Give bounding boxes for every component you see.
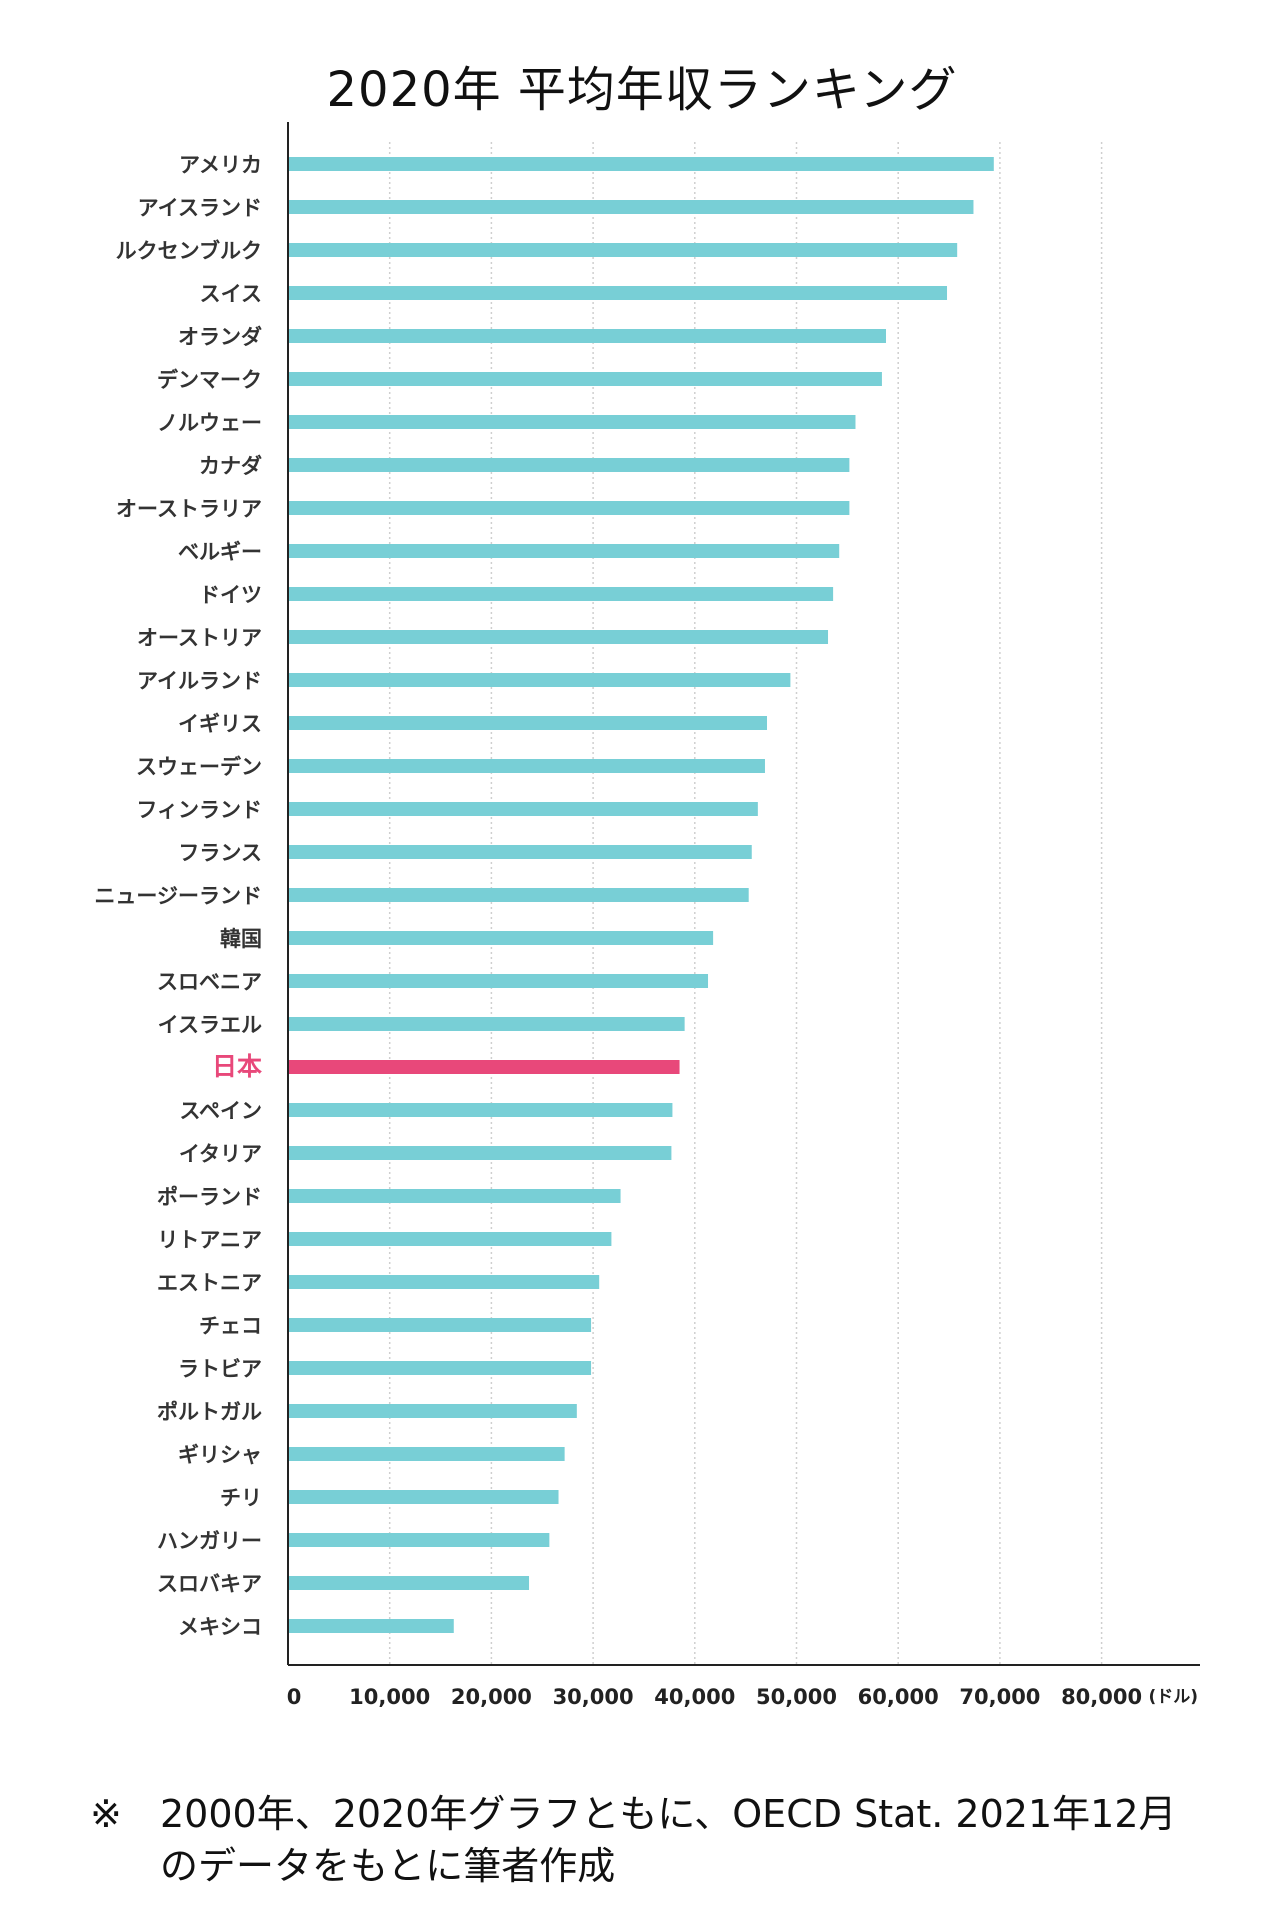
grid-lines <box>388 142 1103 1665</box>
bar-31 <box>288 1490 559 1504</box>
category-label-24: ポーランド <box>157 1185 262 1209</box>
bar-15 <box>288 802 758 816</box>
bar-3 <box>288 286 948 300</box>
x-tick-label-8: 80,000 <box>1061 1685 1142 1709</box>
bar-6 <box>288 415 856 429</box>
x-tick-label-3: 30,000 <box>553 1685 634 1709</box>
bars <box>288 157 994 1633</box>
category-label-3: スイス <box>200 282 262 306</box>
category-label-4: オランダ <box>178 325 262 349</box>
category-label-5: デンマーク <box>157 368 262 392</box>
bar-14 <box>288 759 765 773</box>
category-label-0: アメリカ <box>179 153 262 177</box>
bar-32 <box>288 1533 550 1547</box>
bar-16 <box>288 845 752 859</box>
category-label-27: チェコ <box>199 1314 262 1338</box>
bar-11 <box>288 630 829 644</box>
bar-24 <box>288 1189 621 1203</box>
bar-7 <box>288 458 850 472</box>
bar-10 <box>288 587 834 601</box>
chart-title: 2020年 平均年収ランキング <box>326 62 958 118</box>
bar-19 <box>288 974 709 988</box>
category-label-8: オーストラリア <box>116 497 262 521</box>
category-label-28: ラトビア <box>178 1357 262 1381</box>
bar-27 <box>288 1318 592 1332</box>
axes <box>287 122 1200 1666</box>
category-label-34: メキシコ <box>178 1615 262 1639</box>
category-label-19: スロベニア <box>157 970 262 994</box>
category-label-13: イギリス <box>178 712 262 736</box>
bar-chart: アメリカアイスランドルクセンブルクスイスオランダデンマークノルウェーカナダオース… <box>94 122 1200 1709</box>
category-label-15: フィンランド <box>136 798 262 822</box>
x-axis-unit-label: (ドル) <box>1148 1687 1198 1707</box>
category-label-20: イスラエル <box>158 1013 262 1037</box>
bar-34 <box>288 1619 454 1633</box>
bar-25 <box>288 1232 612 1246</box>
category-label-29: ポルトガル <box>157 1400 262 1424</box>
bar-20 <box>288 1017 685 1031</box>
bar-18 <box>288 931 714 945</box>
category-label-11: オーストリア <box>137 626 262 650</box>
category-label-26: エストニア <box>157 1271 262 1295</box>
category-label-7: カナダ <box>199 454 262 478</box>
x-tick-label-7: 70,000 <box>959 1685 1040 1709</box>
bar-33 <box>288 1576 530 1590</box>
x-tick-label-0: 0 <box>287 1685 302 1709</box>
category-label-10: ドイツ <box>199 583 262 607</box>
category-label-2: ルクセンブルク <box>116 239 262 263</box>
category-label-6: ノルウェー <box>157 411 262 435</box>
category-label-31: チリ <box>220 1486 262 1510</box>
footnote-text: 2000年、2020年グラフともに、OECD Stat. 2021年12月のデー… <box>160 1792 1177 1888</box>
bar-2 <box>288 243 958 257</box>
bar-4 <box>288 329 886 343</box>
category-label-22: スペイン <box>179 1099 262 1123</box>
bar-0 <box>288 157 994 171</box>
bar-9 <box>288 544 840 558</box>
category-label-12: アイルランド <box>137 669 262 693</box>
bar-26 <box>288 1275 600 1289</box>
bar-23 <box>288 1146 672 1160</box>
category-label-23: イタリア <box>179 1142 262 1166</box>
category-label-18: 韓国 <box>220 927 262 951</box>
bar-29 <box>288 1404 577 1418</box>
bar-5 <box>288 372 882 386</box>
x-tick-label-4: 40,000 <box>654 1685 735 1709</box>
bar-12 <box>288 673 791 687</box>
bar-28 <box>288 1361 592 1375</box>
bar-1 <box>288 200 974 214</box>
category-labels: アメリカアイスランドルクセンブルクスイスオランダデンマークノルウェーカナダオース… <box>94 153 262 1639</box>
footnote-mark: ※ <box>90 1792 122 1836</box>
category-label-17: ニュージーランド <box>94 884 262 908</box>
x-tick-label-6: 60,000 <box>858 1685 939 1709</box>
x-tick-labels: 0 10,000 20,000 30,000 40,000 50,000 60,000 70,… <box>287 1685 1198 1709</box>
category-label-33: スロバキア <box>157 1572 262 1596</box>
category-label-30: ギリシャ <box>178 1443 262 1467</box>
category-label-14: スウェーデン <box>136 755 262 779</box>
category-label-1: アイスランド <box>138 196 262 220</box>
bar-22 <box>288 1103 673 1117</box>
footnote: ※ 2000年、2020年グラフともに、OECD Stat. 2021年12月の… <box>90 1788 1210 1892</box>
category-label-25: リトアニア <box>157 1228 262 1252</box>
category-label-9: ベルギー <box>178 540 262 564</box>
bar-13 <box>288 716 768 730</box>
x-tick-label-2: 20,000 <box>451 1685 532 1709</box>
bar-21 <box>288 1060 680 1074</box>
x-tick-label-1: 10,000 <box>349 1685 430 1709</box>
bar-8 <box>288 501 850 515</box>
bar-17 <box>288 888 749 902</box>
category-label-21: 日本 <box>212 1052 262 1081</box>
category-label-32: ハンガリー <box>157 1529 262 1553</box>
x-tick-label-5: 50,000 <box>756 1685 837 1709</box>
category-label-16: フランス <box>178 841 262 865</box>
bar-30 <box>288 1447 565 1461</box>
